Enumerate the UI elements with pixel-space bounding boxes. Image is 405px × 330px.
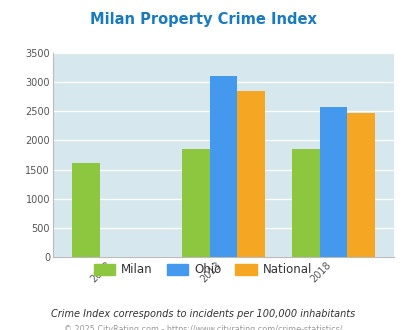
Bar	[237, 91, 264, 257]
Text: © 2025 CityRating.com - https://www.cityrating.com/crime-statistics/: © 2025 CityRating.com - https://www.city…	[64, 325, 341, 330]
Text: Milan Property Crime Index: Milan Property Crime Index	[90, 12, 315, 26]
Bar	[209, 76, 237, 257]
Bar	[319, 107, 346, 257]
Legend: Milan, Ohio, National: Milan, Ohio, National	[89, 259, 316, 281]
Bar	[346, 113, 374, 257]
Bar	[291, 149, 319, 257]
Text: Crime Index corresponds to incidents per 100,000 inhabitants: Crime Index corresponds to incidents per…	[51, 309, 354, 318]
Bar	[181, 149, 209, 257]
Bar	[72, 163, 99, 257]
